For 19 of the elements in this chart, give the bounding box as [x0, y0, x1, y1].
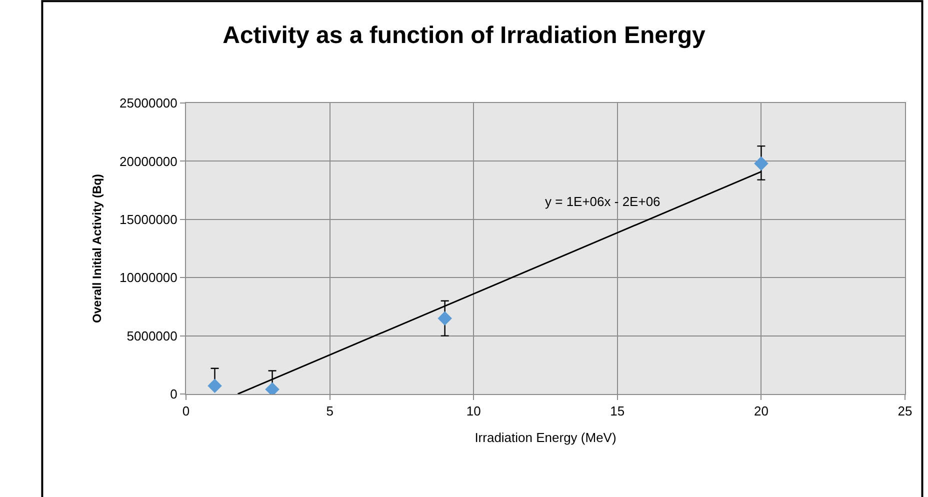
point [754, 156, 768, 171]
y-tick-label: 25000000 [120, 96, 178, 111]
x-tick-label: 5 [326, 404, 334, 419]
y-axis-title: Overall Initial Activity (Bq) [90, 174, 104, 323]
point [208, 378, 222, 393]
annotation: y = 1E+06x - 2E+06 [545, 194, 660, 209]
point [438, 311, 452, 326]
x-tick-label: 10 [466, 404, 481, 419]
y-tick-label: 10000000 [120, 270, 178, 286]
x-tick-label: 15 [610, 404, 625, 419]
y-tick-label: 5000000 [126, 328, 178, 344]
chart-title: Activity as a function of Irradiation Energy [222, 22, 706, 50]
y-tick-label: 0 [170, 386, 178, 402]
x-tick-label: 20 [754, 404, 768, 419]
x-axis-title: Irradiation Energy (MeV) [474, 430, 616, 446]
y-tick-label: 20000000 [120, 154, 178, 169]
x-tick-label: 25 [898, 404, 912, 419]
x-tick-label: 0 [182, 404, 190, 419]
y-tick-label: 15000000 [120, 212, 178, 227]
